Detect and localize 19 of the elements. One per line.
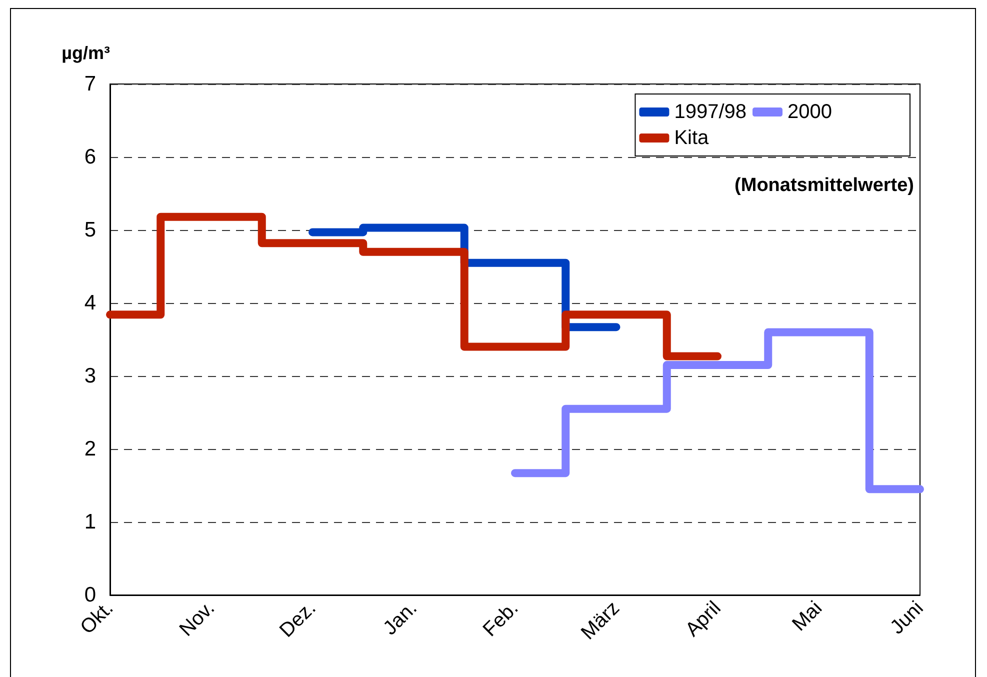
y-tick-label: 5 xyxy=(84,218,96,242)
x-tick-label: Mai xyxy=(788,597,827,636)
y-tick-label: 2 xyxy=(84,438,96,460)
y-tick-label: 7 xyxy=(84,72,96,96)
x-tick-label: Dez. xyxy=(276,597,320,642)
y-axis-title: µg/m³ xyxy=(62,43,110,63)
x-tick-label: Juni xyxy=(886,597,928,639)
y-tick-label: 4 xyxy=(84,292,96,314)
legend-label: 2000 xyxy=(788,101,832,123)
x-tick-label: Feb. xyxy=(478,597,523,642)
y-tick-label: 3 xyxy=(84,364,96,388)
y-tick-label: 1 xyxy=(84,510,96,534)
x-tick-label: Jan. xyxy=(379,597,422,640)
x-tick-label: Nov. xyxy=(175,597,220,641)
y-tick-label: 6 xyxy=(84,146,96,168)
annotation: (Monatsmittelwerte) xyxy=(734,175,914,196)
y-tick-label: 0 xyxy=(84,584,96,606)
legend-label: Kita xyxy=(674,127,710,149)
legend-label: 1997/98 xyxy=(674,101,747,123)
